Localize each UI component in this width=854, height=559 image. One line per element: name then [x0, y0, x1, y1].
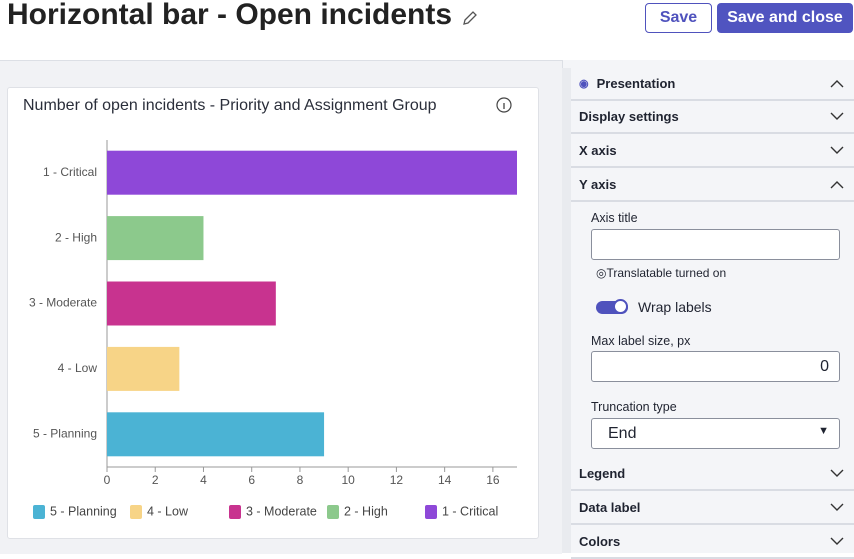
chevron — [830, 503, 844, 511]
bar — [107, 346, 180, 391]
x-tick-label: 8 — [297, 473, 304, 487]
x-tick-label: 2 — [152, 473, 159, 487]
legend-label: 2 - High — [344, 504, 388, 518]
y-tick-label: 1 - Critical — [43, 165, 97, 179]
save-button[interactable]: Save — [645, 3, 712, 33]
section-title: Presentation — [596, 76, 676, 91]
panel-section[interactable]: X axis — [571, 135, 854, 168]
x-tick-label: 12 — [390, 473, 404, 487]
save-close-button[interactable]: Save and close — [717, 3, 853, 33]
legend-swatch — [229, 505, 241, 519]
legend-label: 5 - Planning — [50, 504, 117, 518]
globe-icon: ◎ — [596, 266, 607, 280]
axis-title-label: Axis title — [591, 211, 638, 225]
eye-icon: ◉ — [579, 78, 589, 90]
x-tick-label: 16 — [486, 473, 500, 487]
wrap-toggle[interactable] — [596, 299, 628, 314]
y-tick-label: 5 - Planning — [33, 426, 97, 440]
bar — [107, 281, 276, 326]
translatable-note: ◎Translatable turned on — [596, 266, 726, 280]
y-tick-label: 3 - Moderate — [29, 296, 97, 310]
panel-section[interactable]: Legend — [571, 458, 854, 491]
legend-swatch — [425, 505, 437, 519]
translatable-text: Translatable turned on — [606, 266, 727, 280]
panel-scrollbar — [562, 68, 571, 553]
chart: Number of open incidents - Priority and … — [23, 97, 517, 519]
y-tick-label: 2 - High — [55, 230, 97, 244]
bar — [107, 412, 325, 457]
section-title: Display settings — [579, 109, 679, 124]
max-label-value: 0 — [820, 358, 829, 375]
section-title: Data label — [579, 500, 641, 515]
chart-title: Number of open incidents - Priority and … — [23, 97, 437, 114]
chevron — [830, 112, 844, 120]
panel-section[interactable]: ◉ Presentation — [571, 68, 854, 101]
legend-swatch — [327, 505, 339, 519]
panel-section[interactable]: Y axis — [571, 169, 854, 202]
section-title: X axis — [579, 143, 617, 158]
page-title: Horizontal bar - Open incidents — [7, 0, 453, 31]
panel-section[interactable]: Display settings — [571, 101, 854, 134]
legend-swatch — [33, 505, 45, 519]
chevron — [830, 146, 844, 154]
legend-label: 1 - Critical — [442, 504, 498, 518]
x-tick-label: 14 — [438, 473, 452, 487]
legend-label: 4 - Low — [147, 504, 189, 518]
info-icon[interactable] — [496, 97, 512, 113]
max-label-label: Max label size, px — [591, 334, 691, 348]
bar — [107, 216, 204, 261]
chevron — [830, 181, 844, 189]
section-title: Y axis — [579, 177, 617, 192]
x-tick-label: 10 — [341, 473, 355, 487]
x-tick-label: 0 — [104, 473, 111, 487]
wrap-labels-label: Wrap labels — [638, 299, 712, 315]
truncation-select[interactable]: End ▼ — [591, 418, 840, 449]
legend-swatch — [130, 505, 142, 519]
edit-icon[interactable] — [461, 9, 479, 27]
y-tick-label: 4 - Low — [58, 361, 98, 375]
axis-title-input[interactable] — [591, 229, 840, 260]
truncation-value: End — [608, 425, 637, 442]
dropdown-arrow: ▼ — [818, 425, 829, 437]
section-title: Colors — [579, 534, 621, 549]
toggle-knob — [613, 299, 628, 314]
panel-section[interactable]: Data label — [571, 492, 854, 525]
chevron — [830, 537, 844, 545]
truncation-label: Truncation type — [591, 400, 677, 414]
legend-label: 3 - Moderate — [246, 504, 317, 518]
section-title: Legend — [579, 466, 626, 481]
panel-section[interactable]: Colors — [571, 526, 854, 559]
max-label-input[interactable]: 0 — [591, 351, 840, 382]
bar — [107, 150, 517, 195]
x-tick-label: 6 — [248, 473, 255, 487]
chevron — [830, 80, 844, 88]
chevron — [830, 469, 844, 477]
x-tick-label: 4 — [200, 473, 207, 487]
